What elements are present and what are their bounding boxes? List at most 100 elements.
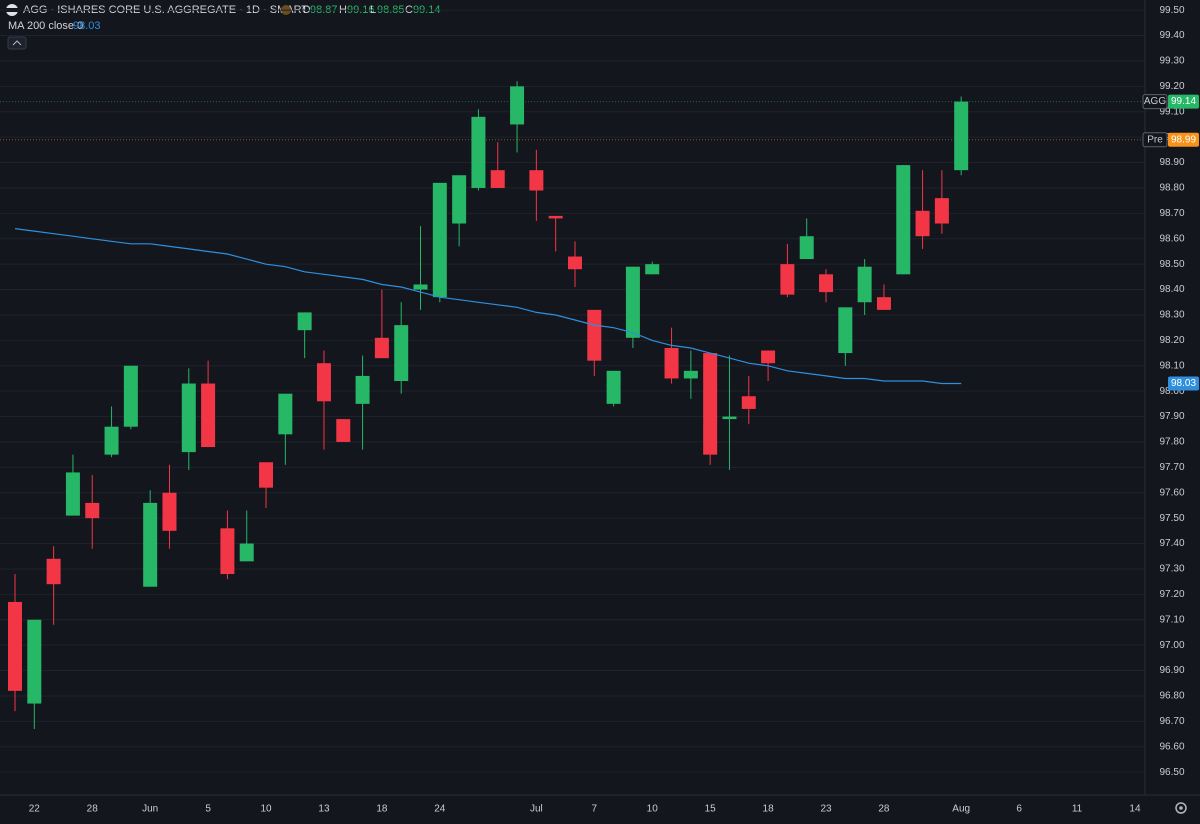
y-tick-label: 98.40 <box>1159 284 1184 295</box>
candle-body <box>65 472 80 516</box>
candle-body <box>741 396 756 409</box>
settings-icon[interactable] <box>1175 802 1187 814</box>
candle-body <box>143 502 158 587</box>
candle-body <box>374 337 389 359</box>
candle-body <box>297 312 312 331</box>
y-tick-label: 98.80 <box>1159 183 1184 194</box>
x-tick-label: 18 <box>763 804 775 815</box>
y-tick-label: 98.70 <box>1159 208 1184 219</box>
x-tick-label: 14 <box>1129 804 1141 815</box>
y-tick-label: 99.50 <box>1159 5 1184 16</box>
candle-body <box>46 558 61 585</box>
candle-body <box>645 264 660 275</box>
plot-area: 96.50 96.60 96.70 96.80 96.90 97.00 97.10 97.20… <box>0 5 1199 815</box>
candle-body <box>876 297 891 310</box>
y-tick-label: 99.10 <box>1159 106 1184 117</box>
y-tick-label: 99.40 <box>1159 30 1184 41</box>
candle-body <box>201 383 216 448</box>
ma-line <box>14 228 962 385</box>
y-tick-label: 96.50 <box>1159 767 1184 778</box>
y-tick-label: 97.20 <box>1159 589 1184 600</box>
candle-body <box>162 492 177 531</box>
candle-body <box>316 363 331 402</box>
x-tick-label: 7 <box>592 804 598 815</box>
y-tick-label: 98.10 <box>1159 360 1184 371</box>
x-tick-label: 5 <box>205 804 211 815</box>
candle-body <box>838 307 853 354</box>
candle-body <box>780 264 795 295</box>
y-tick-label: 97.70 <box>1159 462 1184 473</box>
collapse-arrow <box>12 40 22 46</box>
candle-body <box>683 370 698 379</box>
price-tag-name-box <box>1142 132 1168 148</box>
candle-body <box>413 284 428 290</box>
price-tag-box <box>1168 132 1199 147</box>
x-tick-label: 18 <box>376 804 388 815</box>
x-tick-label: 23 <box>820 804 832 815</box>
price-tag-box <box>1168 376 1199 391</box>
candle-body <box>567 256 582 270</box>
y-tick-label: 97.90 <box>1159 411 1184 422</box>
y-tick-label: 98.60 <box>1159 233 1184 244</box>
x-tick-label: Aug <box>952 804 970 815</box>
candle-body <box>432 182 447 298</box>
candle-body <box>587 309 602 361</box>
x-tick-label: 6 <box>1016 804 1022 815</box>
y-tick-label: 99.30 <box>1159 56 1184 67</box>
y-tick-label: 98.30 <box>1159 310 1184 321</box>
y-tick-label: 97.10 <box>1159 614 1184 625</box>
candle-body <box>761 350 776 364</box>
x-tick-label: Jul <box>530 804 543 815</box>
candle-body <box>394 325 409 381</box>
candle-body <box>548 215 563 219</box>
candle-body <box>278 393 293 435</box>
y-tick-label: 96.60 <box>1159 741 1184 752</box>
candle-body <box>104 426 119 455</box>
x-tick-label: 13 <box>318 804 330 815</box>
price-tag-value: 98.03 <box>1171 378 1196 389</box>
x-tick-label: 15 <box>705 804 717 815</box>
price-tag-name: Pre <box>1147 134 1163 145</box>
x-tick-label: 22 <box>29 804 41 815</box>
candle-body <box>529 170 544 191</box>
candle-body <box>703 353 718 455</box>
indicator-name: MA 200 close 0 <box>8 20 83 32</box>
settings-icon-center <box>1179 806 1183 810</box>
price-tag-value: 99.14 <box>1171 96 1196 107</box>
candle-body <box>471 116 486 188</box>
x-tick-label: 11 <box>1072 804 1083 815</box>
candle-body <box>954 101 969 171</box>
y-tick-label: 96.80 <box>1159 691 1184 702</box>
candle-body <box>819 274 834 293</box>
price-tag-name: AGG <box>1144 96 1166 107</box>
x-tick-label: 28 <box>87 804 99 815</box>
candle-body <box>181 383 196 453</box>
y-tick-label: 98.20 <box>1159 335 1184 346</box>
candle-body <box>625 266 640 338</box>
y-tick-label: 96.70 <box>1159 716 1184 727</box>
x-tick-label: 28 <box>878 804 890 815</box>
candle-body <box>857 266 872 303</box>
price-tag-name-box <box>1142 94 1168 110</box>
candle-body <box>664 347 679 379</box>
x-tick-label: Jun <box>142 804 158 815</box>
candle-body <box>896 165 911 275</box>
y-tick-label: 98.90 <box>1159 157 1184 168</box>
x-tick-label: 24 <box>434 804 446 815</box>
x-tick-label: 10 <box>647 804 659 815</box>
price-tag-value: 98.99 <box>1171 134 1196 145</box>
candle-body <box>915 210 930 237</box>
candle-body <box>123 365 138 427</box>
indicator-value: 98.03 <box>73 20 101 32</box>
candle-body <box>722 416 737 420</box>
collapse-button[interactable] <box>7 36 27 50</box>
x-tick-label: 10 <box>260 804 272 815</box>
candle-body <box>490 170 505 188</box>
candle-body <box>355 375 370 404</box>
y-tick-label: 99.20 <box>1159 81 1184 92</box>
y-tick-label: 97.50 <box>1159 513 1184 524</box>
candle-body <box>510 86 525 125</box>
y-tick-label: 96.90 <box>1159 665 1184 676</box>
candle-body <box>606 370 621 404</box>
